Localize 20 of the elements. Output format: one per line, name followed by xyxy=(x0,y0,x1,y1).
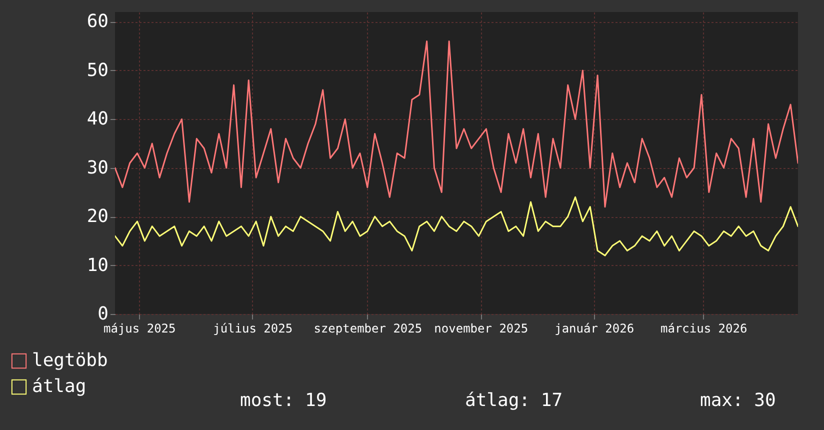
x-tick-label: szeptember 2025 xyxy=(314,322,422,336)
x-tick-label: november 2025 xyxy=(434,322,528,336)
y-tick-label: 50 xyxy=(86,60,108,81)
legend-label: legtöbb xyxy=(32,350,108,371)
line-series xyxy=(115,40,798,208)
x-tick-label: július 2025 xyxy=(213,322,293,336)
x-tick-label: május 2025 xyxy=(104,322,176,336)
y-tick-label: 60 xyxy=(86,11,108,32)
x-tick-label: január 2026 xyxy=(554,322,634,336)
text: most: 19 xyxy=(240,390,327,411)
line-series xyxy=(115,196,798,256)
y-tick-label: 40 xyxy=(86,108,108,130)
text: max: 30 xyxy=(700,390,776,411)
x-tick-label: március 2026 xyxy=(660,322,748,336)
y-tick-label: 0 xyxy=(98,304,108,324)
text: átlag: 17 xyxy=(465,390,563,411)
y-tick-label: 20 xyxy=(86,206,108,228)
y-tick-label: 30 xyxy=(86,157,108,178)
y-tick-label: 10 xyxy=(86,254,108,276)
legend-label: átlag xyxy=(32,376,86,397)
